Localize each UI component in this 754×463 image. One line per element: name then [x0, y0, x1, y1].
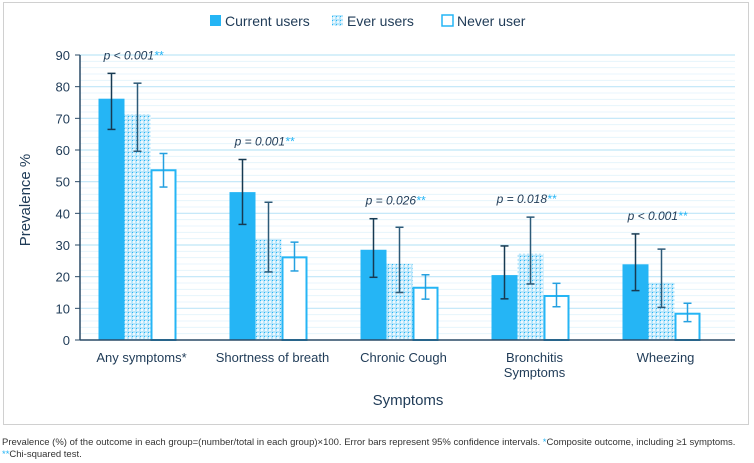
p-value-label: p = 0.001**	[234, 135, 295, 149]
category-label: Symptoms	[504, 365, 566, 380]
y-tick-label: 60	[56, 143, 70, 158]
footnote-composite: Composite outcome, including ≥1 symptoms…	[546, 437, 736, 448]
legend-swatch	[332, 15, 343, 26]
legend-label: Ever users	[347, 13, 414, 29]
y-tick-label: 90	[56, 48, 70, 63]
category-label: Shortness of breath	[216, 350, 329, 365]
p-value-stars: **	[285, 135, 295, 149]
x-axis-label: Symptoms	[373, 392, 444, 409]
p-value-stars: **	[416, 194, 426, 208]
y-tick-label: 80	[56, 80, 70, 95]
bar-current-users	[98, 98, 125, 340]
bar-never-user	[150, 169, 177, 341]
category-label: Bronchitis	[506, 350, 564, 365]
y-tick-label: 40	[56, 206, 70, 221]
y-tick-label: 70	[56, 111, 70, 126]
y-tick-label: 50	[56, 175, 70, 190]
footnote-text: Prevalence (%) of the outcome in each gr…	[2, 437, 543, 448]
y-tick-label: 0	[63, 333, 70, 348]
y-tick-label: 20	[56, 270, 70, 285]
footnote-star: *	[542, 437, 547, 448]
legend-swatch	[441, 14, 454, 27]
category-label: Any symptoms*	[96, 350, 186, 365]
p-value-label: p < 0.001**	[103, 48, 164, 62]
footnote-chi: Chi-squared test.	[9, 449, 82, 460]
y-tick-label: 10	[56, 301, 70, 316]
p-value-stars: **	[547, 192, 557, 206]
p-value-label: p < 0.001**	[627, 209, 688, 223]
chart-frame	[3, 2, 749, 425]
legend-label: Current users	[225, 13, 310, 29]
y-axis-label: Prevalence %	[17, 154, 34, 247]
p-value-stars: **	[154, 48, 164, 62]
category-label: Wheezing	[637, 350, 695, 365]
category-label: Chronic Cough	[360, 350, 447, 365]
y-tick-label: 30	[56, 238, 70, 253]
footnote-star2: **	[2, 449, 10, 460]
p-value-label: p = 0.018**	[496, 192, 557, 206]
legend-swatch	[210, 15, 221, 26]
footnote: Prevalence (%) of the outcome in each gr…	[2, 437, 754, 461]
p-value-stars: **	[678, 209, 688, 223]
p-value-label: p = 0.026**	[365, 194, 426, 208]
bar-chart: 0 10 20 30 40 50 60 70 80 90 Any symptoms* p < 0.00…	[17, 13, 735, 409]
legend-label: Never user	[457, 13, 526, 29]
